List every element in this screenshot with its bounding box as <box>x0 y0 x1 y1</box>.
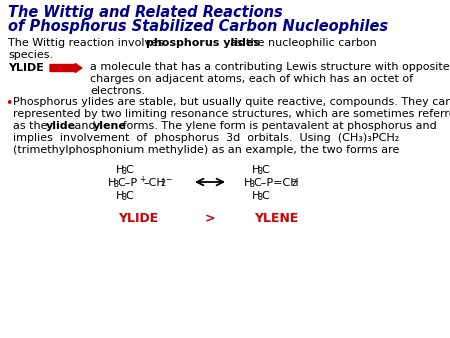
Text: a molecule that has a contributing Lewis structure with opposite: a molecule that has a contributing Lewis… <box>90 62 450 72</box>
Text: C: C <box>261 165 269 175</box>
Text: as the: as the <box>13 121 51 131</box>
Text: H: H <box>252 191 261 201</box>
Text: electrons.: electrons. <box>90 86 145 96</box>
Text: C: C <box>261 191 269 201</box>
Text: forms. The ylene form is pentavalent at phosphorus and: forms. The ylene form is pentavalent at … <box>119 121 437 131</box>
Text: as the nucleophilic carbon: as the nucleophilic carbon <box>230 38 377 48</box>
Text: ylene: ylene <box>93 121 127 131</box>
Text: H: H <box>252 165 261 175</box>
Text: C: C <box>125 191 133 201</box>
Text: H: H <box>116 165 124 175</box>
Text: H: H <box>244 178 252 188</box>
Text: implies  involvement  of  phosphorus  3d  orbitals.  Using  (CH₃)₃PCH₂: implies involvement of phosphorus 3d orb… <box>13 133 399 143</box>
Text: 3: 3 <box>113 180 118 189</box>
Text: 2: 2 <box>160 179 165 188</box>
Text: +: + <box>139 175 145 184</box>
Text: Phosphorus ylides are stable, but usually quite reactive, compounds. They can be: Phosphorus ylides are stable, but usuall… <box>13 97 450 107</box>
FancyArrow shape <box>50 64 82 72</box>
Text: C–P=CH: C–P=CH <box>253 178 299 188</box>
Text: H: H <box>116 191 124 201</box>
Text: C: C <box>125 165 133 175</box>
Text: >: > <box>205 212 216 225</box>
Text: represented by two limiting resonance structures, which are sometimes referred t: represented by two limiting resonance st… <box>13 109 450 119</box>
Text: charges on adjacent atoms, each of which has an octet of: charges on adjacent atoms, each of which… <box>90 74 413 84</box>
Text: 3: 3 <box>249 180 254 189</box>
Text: phosphorus ylides: phosphorus ylides <box>146 38 260 48</box>
Text: and: and <box>71 121 99 131</box>
Text: YLENE: YLENE <box>254 212 298 225</box>
Text: H: H <box>108 178 117 188</box>
Text: The Wittig and Related Reactions: The Wittig and Related Reactions <box>8 5 283 20</box>
Text: 3: 3 <box>121 167 126 176</box>
Text: species.: species. <box>8 50 53 60</box>
Text: 3: 3 <box>257 193 262 202</box>
Text: 3: 3 <box>257 167 262 176</box>
Text: •: • <box>5 97 13 110</box>
Text: –CH: –CH <box>143 178 165 188</box>
Text: C–P: C–P <box>117 178 137 188</box>
Text: YLIDE: YLIDE <box>118 212 158 225</box>
Text: ylide: ylide <box>46 121 76 131</box>
Text: (trimethylphosphonium methylide) as an example, the two forms are: (trimethylphosphonium methylide) as an e… <box>13 145 400 155</box>
Text: YLIDE: YLIDE <box>8 63 44 73</box>
Text: 3: 3 <box>121 193 126 202</box>
Text: The Wittig reaction involves: The Wittig reaction involves <box>8 38 164 48</box>
Text: of Phosphorus Stabilized Carbon Nucleophiles: of Phosphorus Stabilized Carbon Nucleoph… <box>8 19 388 34</box>
Text: −: − <box>165 175 171 184</box>
Text: 2: 2 <box>291 179 296 188</box>
